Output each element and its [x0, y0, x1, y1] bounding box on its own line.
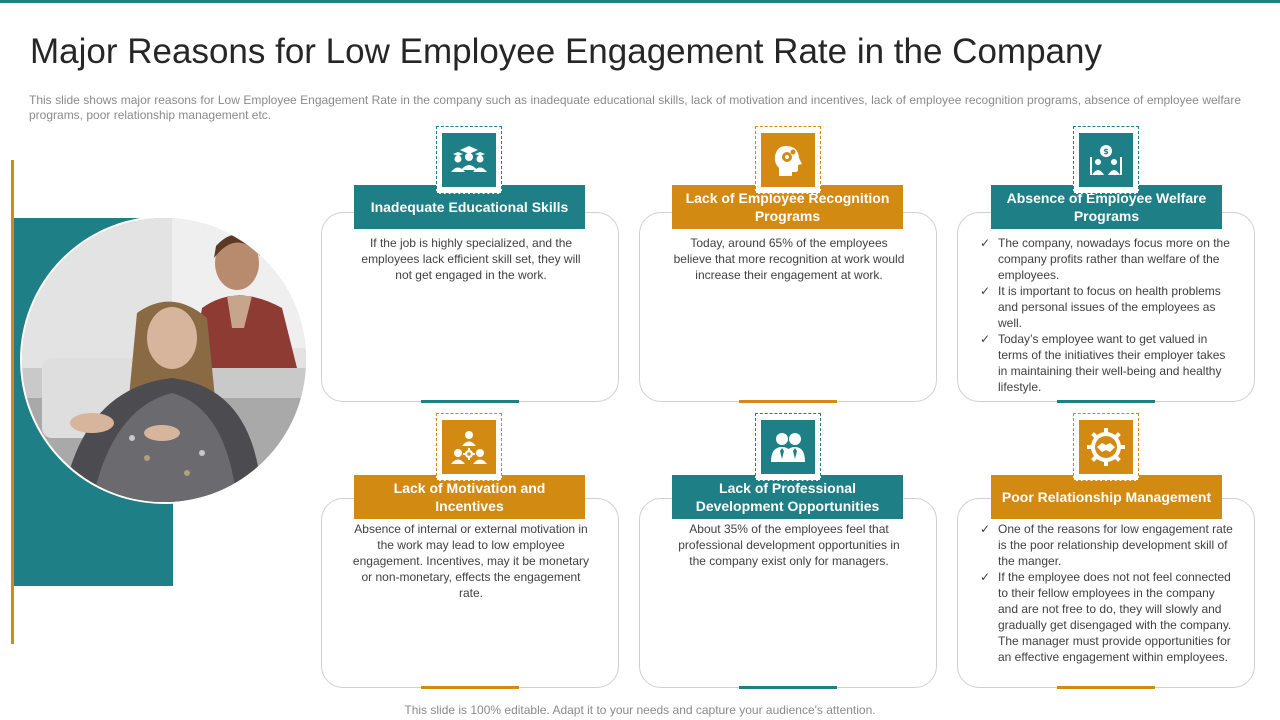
list-item: ✓ If the employee does not not feel conne… — [978, 569, 1238, 665]
card-accent — [739, 686, 837, 689]
list-item: ✓ One of the reasons for low engagement r… — [978, 521, 1238, 569]
check-icon: ✓ — [980, 522, 991, 536]
card-inadequate-educational-skills: If the job is highly specialized, and th… — [321, 212, 619, 403]
left-accent-line — [11, 160, 14, 644]
business-people-icon — [761, 420, 815, 474]
icon-frame — [755, 126, 821, 194]
team-gear-icon — [442, 420, 496, 474]
card-accent — [1057, 686, 1155, 689]
top-rule — [0, 0, 1280, 3]
card-lack-of-employee-recognition: Today, around 65% of the employees belie… — [639, 212, 937, 403]
card-label: Lack of Professional Development Opportu… — [672, 475, 903, 519]
list-item: ✓ It is important to focus on health prob… — [978, 283, 1238, 331]
card-text: Absence of internal or external motivati… — [352, 522, 590, 600]
card-text: ✓ One of the reasons for low engagement r… — [978, 521, 1238, 665]
icon-frame — [436, 413, 502, 481]
card-text: About 35% of the employees feel that pro… — [678, 522, 900, 568]
card-accent — [739, 400, 837, 403]
card-label: Poor Relationship Management — [991, 475, 1222, 519]
card-accent — [421, 686, 519, 689]
card-text: If the job is highly specialized, and th… — [361, 236, 581, 282]
icon-frame: $ — [1073, 126, 1139, 194]
slide-subtitle: This slide shows major reasons for Low E… — [29, 93, 1241, 122]
card-accent — [1057, 400, 1155, 403]
card-text: Today, around 65% of the employees belie… — [673, 236, 905, 282]
handshake-gear-icon — [1079, 420, 1133, 474]
card-text: ✓ The company, nowadays focus more on the… — [978, 235, 1238, 395]
check-icon: ✓ — [980, 570, 991, 584]
icon-frame — [436, 126, 502, 194]
card-lack-of-motivation: Absence of internal or external motivati… — [321, 498, 619, 689]
list-item: ✓ Today’s employee want to get valued in … — [978, 331, 1238, 395]
bullet-text: If the employee does not not feel connec… — [998, 570, 1232, 664]
bullet-text: It is important to focus on health probl… — [998, 284, 1221, 330]
bullet-text: One of the reasons for low engagement ra… — [998, 522, 1233, 568]
card-accent — [421, 400, 519, 403]
check-icon: ✓ — [980, 284, 991, 298]
card-label: Inadequate Educational Skills — [354, 185, 585, 229]
card-absence-of-employee-welfare: ✓ The company, nowadays focus more on the… — [957, 212, 1255, 403]
bullet-text: The company, nowadays focus more on the … — [998, 236, 1230, 282]
money-people-icon: $ — [1079, 133, 1133, 187]
team-photo — [20, 216, 308, 504]
list-item: ✓ The company, nowadays focus more on the… — [978, 235, 1238, 283]
bullet-text: Today’s employee want to get valued in t… — [998, 332, 1226, 394]
footer-note: This slide is 100% editable. Adapt it to… — [404, 703, 876, 717]
check-icon: ✓ — [980, 236, 991, 250]
head-gears-icon — [761, 133, 815, 187]
icon-frame — [1073, 413, 1139, 481]
card-label: Lack of Motivation and Incentives — [354, 475, 585, 519]
card-lack-of-professional-development: About 35% of the employees feel that pro… — [639, 498, 937, 689]
card-poor-relationship-management: ✓ One of the reasons for low engagement r… — [957, 498, 1255, 689]
svg-text:$: $ — [1103, 147, 1109, 156]
slide-title: Major Reasons for Low Employee Engagemen… — [30, 32, 1102, 71]
graduates-icon — [442, 133, 496, 187]
icon-frame — [755, 413, 821, 481]
check-icon: ✓ — [980, 332, 991, 346]
